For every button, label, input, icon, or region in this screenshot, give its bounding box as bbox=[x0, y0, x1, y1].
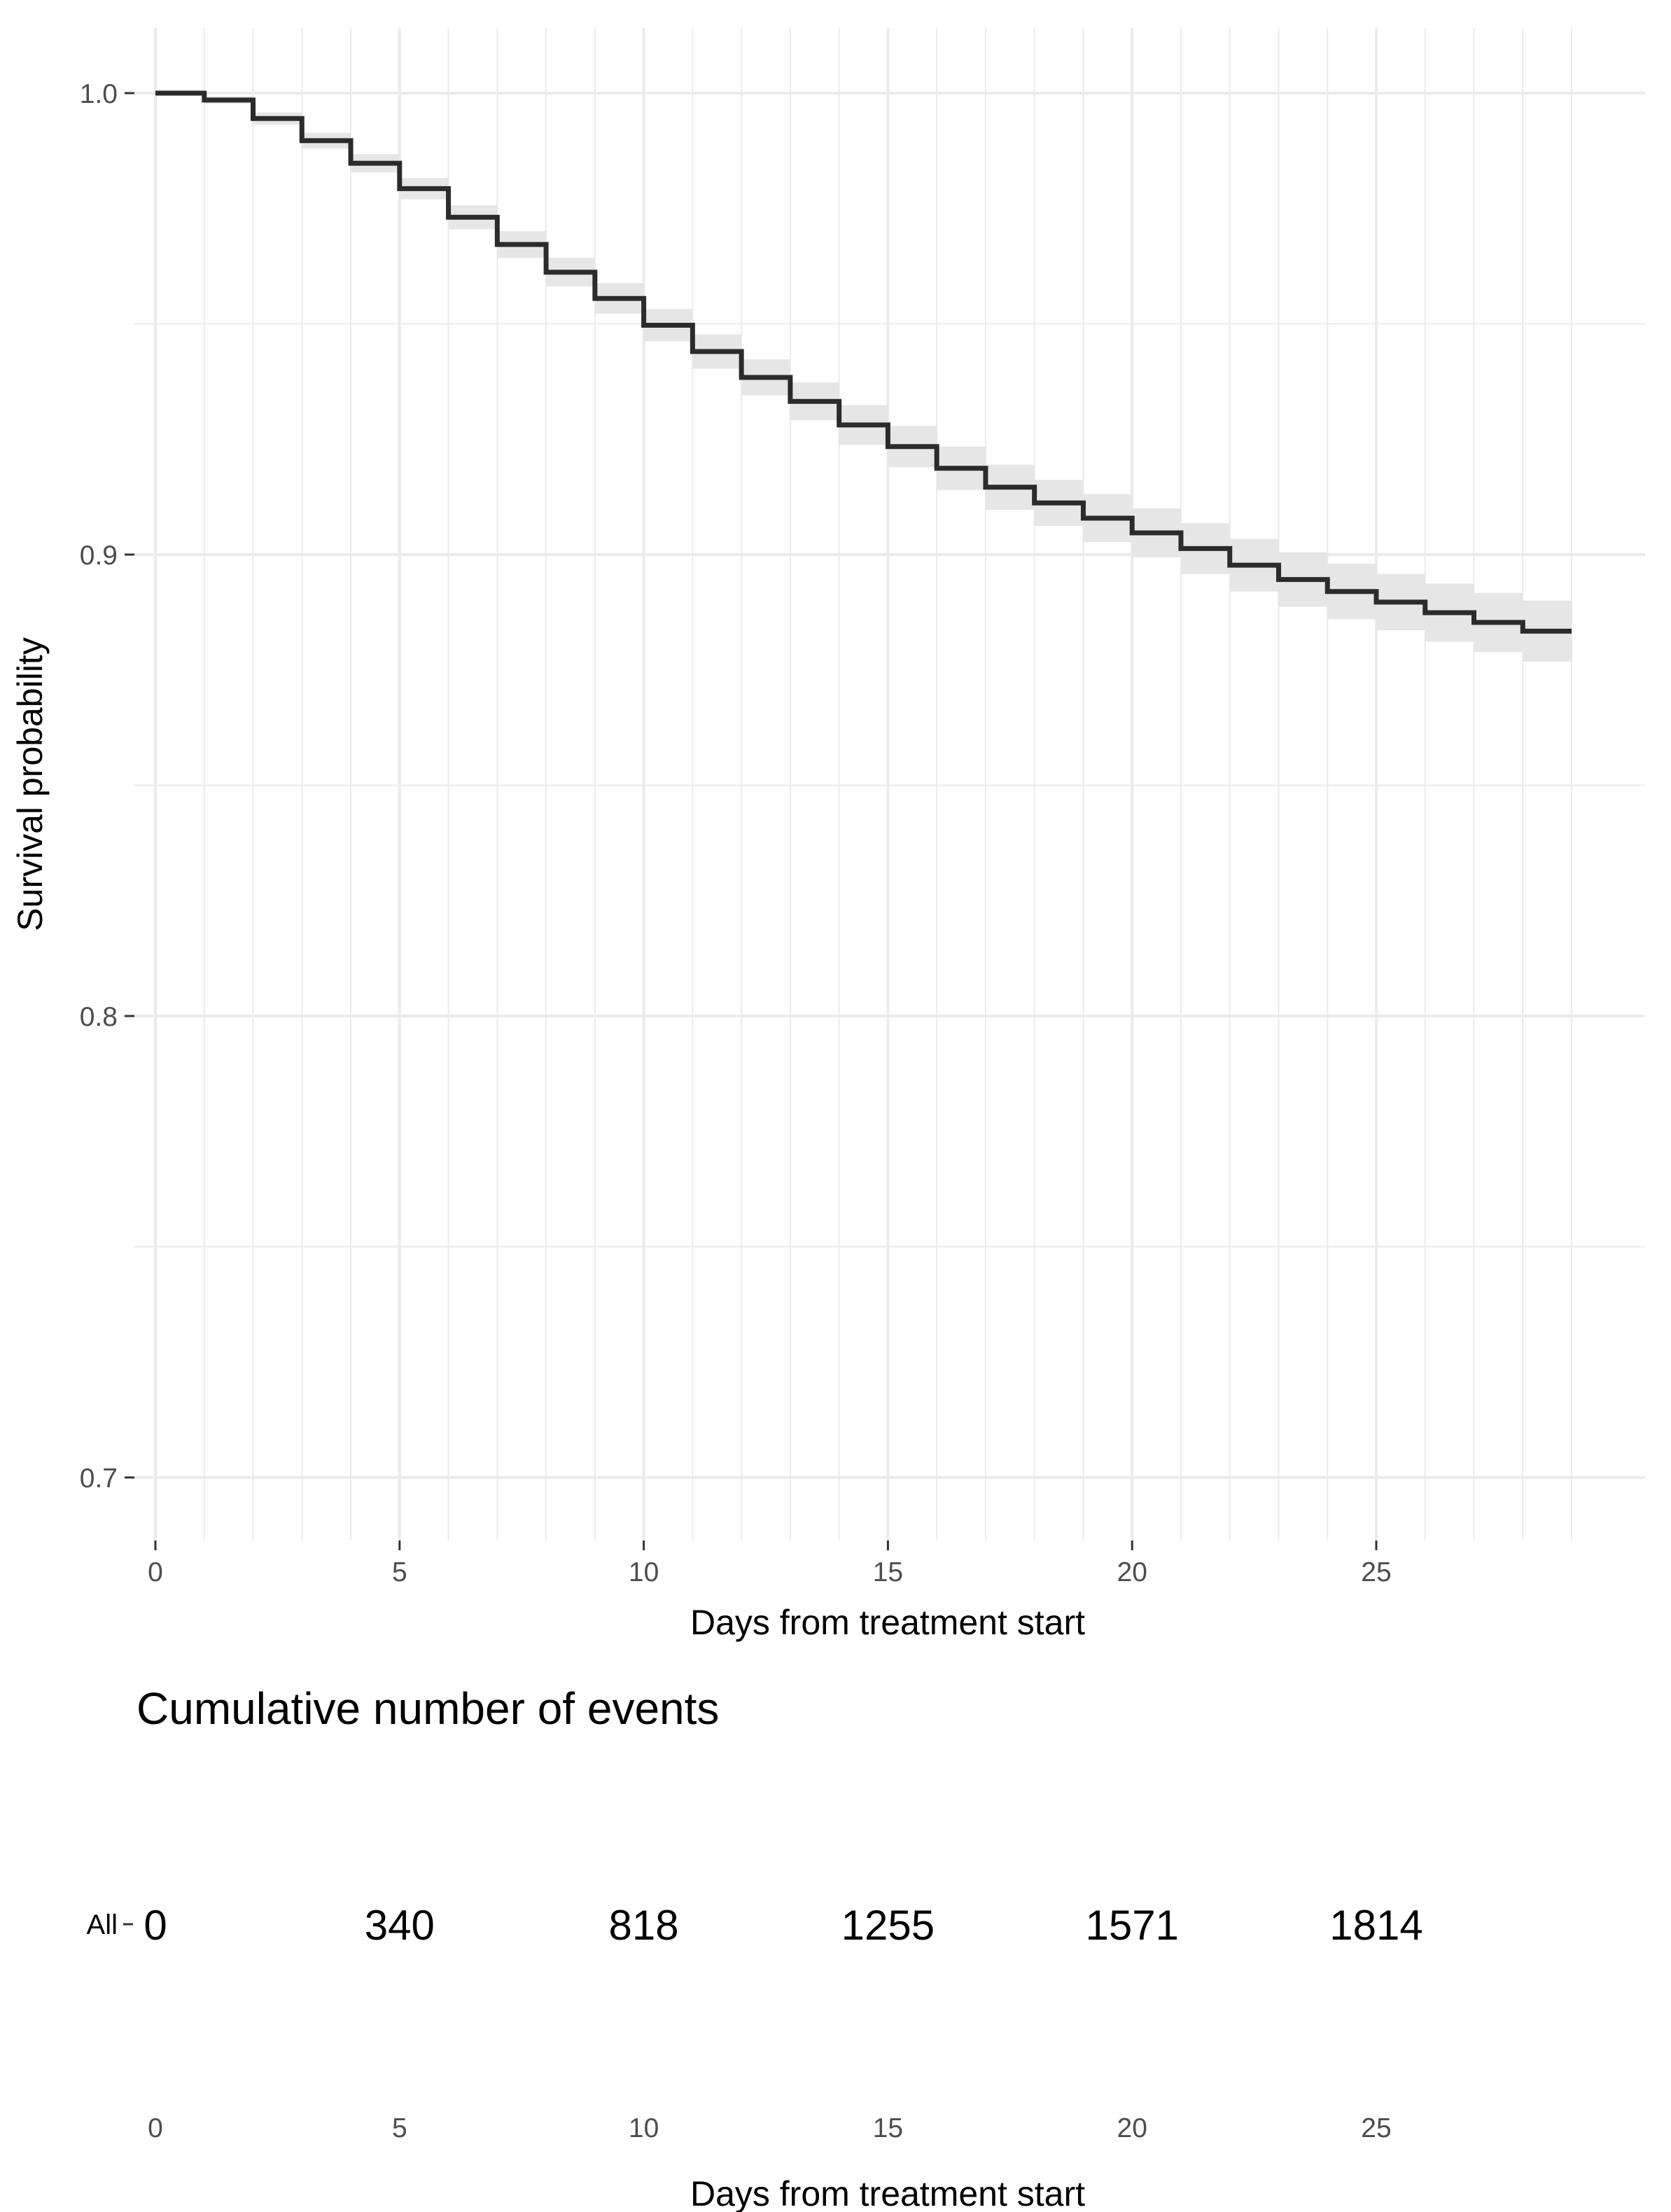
risk-table-title: Cumulative number of events bbox=[137, 1683, 719, 1734]
x-tick-label: 0 bbox=[148, 1557, 163, 1587]
y-tick-label: 0.9 bbox=[80, 541, 118, 571]
risk-table-value: 1255 bbox=[841, 1902, 935, 1949]
x-axis: 0 5 10 15 20 25 bbox=[148, 1540, 1392, 1587]
survival-curve-layer bbox=[155, 90, 1572, 634]
x-axis-title: Days from treatment start bbox=[690, 1603, 1085, 1642]
grid-minor-vertical bbox=[203, 28, 1573, 1540]
y-axis: 0.7 0.8 0.9 1.0 bbox=[80, 79, 134, 1494]
risk-table-value: 1814 bbox=[1329, 1902, 1422, 1949]
risk-table-value: 0 bbox=[144, 1902, 167, 1949]
x-tick-label: 15 bbox=[873, 1557, 903, 1587]
confidence-band-layer bbox=[155, 93, 1572, 662]
risk-table-x-axis: 0 5 10 15 20 25 bbox=[148, 2113, 1392, 2143]
risk-table-x-tick-label: 20 bbox=[1117, 2113, 1147, 2143]
risk-table-x-tick-label: 0 bbox=[148, 2113, 163, 2143]
grid-minor-horizontal bbox=[134, 323, 1645, 1248]
y-tick-label: 1.0 bbox=[80, 79, 118, 109]
x-tick-label: 20 bbox=[1117, 1557, 1147, 1587]
y-tick-label: 0.7 bbox=[80, 1463, 118, 1494]
risk-table-x-tick-label: 25 bbox=[1361, 2113, 1391, 2143]
risk-table-x-tick-label: 15 bbox=[873, 2113, 903, 2143]
y-tick-label: 0.8 bbox=[80, 1002, 118, 1032]
risk-table-x-tick-label: 10 bbox=[629, 2113, 659, 2143]
x-tick-label: 25 bbox=[1361, 1557, 1391, 1587]
x-tick-label: 10 bbox=[629, 1557, 659, 1587]
risk-table-x-tick-label: 5 bbox=[392, 2113, 407, 2143]
grid-major-vertical bbox=[154, 28, 1378, 1540]
risk-table: Cumulative number of events All 0 340 818 1… bbox=[87, 1683, 1423, 2212]
risk-table-value: 340 bbox=[365, 1902, 435, 1949]
x-tick-label: 5 bbox=[392, 1557, 407, 1587]
risk-table-values: 0 340 818 1255 1571 1814 bbox=[144, 1902, 1422, 1949]
risk-table-x-axis-title: Days from treatment start bbox=[690, 2174, 1085, 2212]
risk-table-value: 1571 bbox=[1085, 1902, 1178, 1949]
survival-plot-panel: 0.7 0.8 0.9 1.0 0 5 10 15 20 25 Survival probabi… bbox=[11, 28, 1645, 1642]
y-axis-title: Survival probability bbox=[11, 637, 50, 931]
survival-curve-all bbox=[155, 90, 1572, 634]
risk-table-strata-label: All bbox=[87, 1910, 118, 1940]
grid-major-horizontal bbox=[134, 92, 1645, 1479]
risk-table-value: 818 bbox=[609, 1902, 679, 1949]
